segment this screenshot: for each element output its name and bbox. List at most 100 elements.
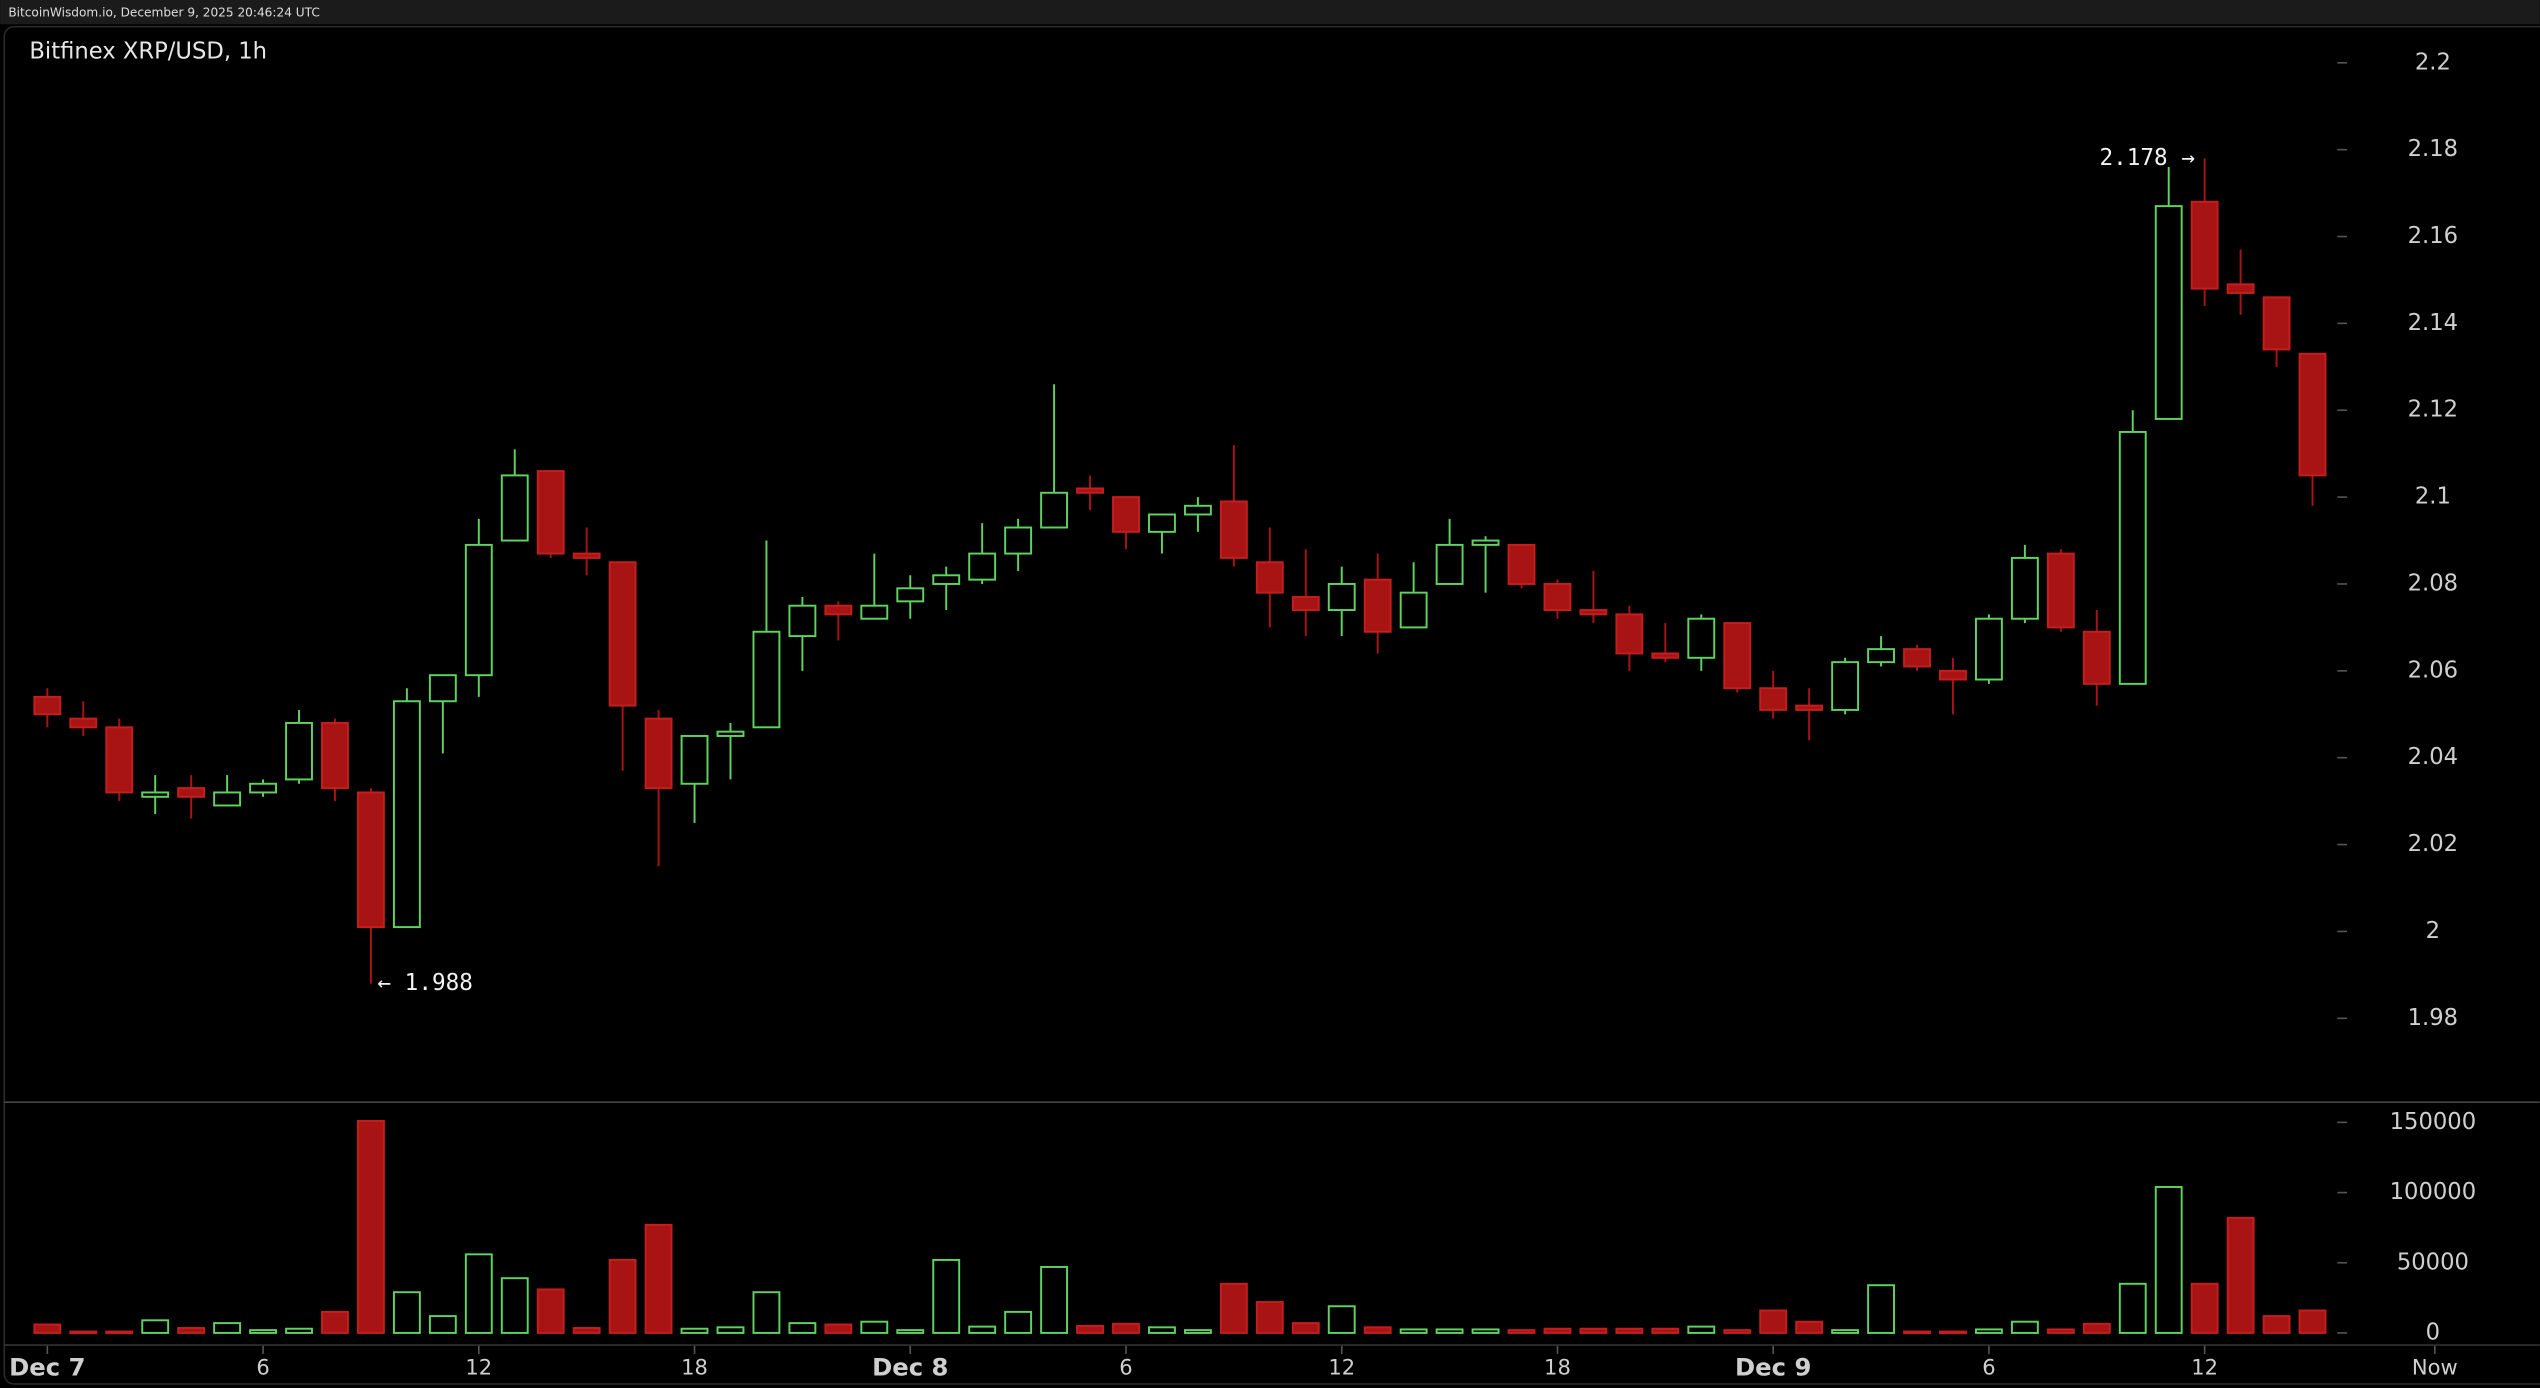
volume-bar xyxy=(2298,1309,2327,1334)
y-tick-label: 2.16 xyxy=(2408,223,2458,249)
volume-bar xyxy=(464,1253,493,1334)
x-tick-label: Dec 7 xyxy=(9,1353,85,1382)
x-tick-label: Dec 9 xyxy=(1735,1353,1811,1382)
candle-body xyxy=(716,730,745,737)
volume-bar xyxy=(1219,1282,1248,1334)
volume-bar xyxy=(1399,1328,1428,1334)
candle-body xyxy=(1112,496,1140,533)
candle-body xyxy=(1076,487,1104,494)
x-tick-label: 12 xyxy=(2191,1355,2218,1380)
volume-bar xyxy=(177,1327,206,1334)
y-tick-label: 2.02 xyxy=(2408,831,2458,857)
volume-bar xyxy=(1939,1330,1967,1335)
candle-body xyxy=(2298,352,2327,477)
volume-bar xyxy=(321,1310,349,1334)
candle-body xyxy=(357,791,385,929)
x-tick-label: 6 xyxy=(256,1355,269,1380)
candle-body xyxy=(213,791,242,807)
candle-body xyxy=(644,717,673,790)
candle-body xyxy=(1939,669,1967,681)
x-tick-label: Now xyxy=(2412,1355,2458,1380)
y-tick-label: 2.2 xyxy=(2415,49,2451,75)
candle-body xyxy=(285,721,313,781)
y-tick-label: 2.06 xyxy=(2408,657,2458,683)
candle-body xyxy=(1831,661,1860,711)
candle-body xyxy=(788,604,817,638)
candle-body xyxy=(2046,552,2075,629)
volume-bar xyxy=(213,1322,242,1334)
volume-bar xyxy=(69,1330,98,1335)
volume-bar xyxy=(1040,1265,1069,1334)
candle-body xyxy=(1148,513,1176,533)
volume-bar xyxy=(1148,1326,1176,1334)
candle-body xyxy=(2118,430,2147,685)
candle-body xyxy=(2154,205,2183,420)
volume-bar xyxy=(1004,1310,1033,1334)
x-tick-label: 18 xyxy=(681,1355,708,1380)
volume-bar xyxy=(1903,1330,1931,1335)
candle-body xyxy=(1975,617,2003,681)
candle-body xyxy=(1579,609,1608,616)
candle-body xyxy=(1687,617,1716,659)
candle-body xyxy=(2262,296,2291,351)
y-tick-label: 2.08 xyxy=(2408,570,2458,596)
volume-bar xyxy=(357,1120,385,1334)
volume-bar xyxy=(860,1320,889,1334)
header: BitcoinWisdom.io, December 9, 2025 20:46… xyxy=(8,5,319,19)
y-tick-label: 2 xyxy=(2426,918,2440,944)
candle-body xyxy=(752,630,781,729)
volume-bar xyxy=(1975,1328,2003,1334)
candle-body xyxy=(428,674,457,703)
candle-body xyxy=(1363,578,1392,633)
volume-bar xyxy=(1327,1305,1356,1334)
candle-body xyxy=(1543,583,1572,612)
candle-body xyxy=(464,543,493,677)
x-tick-label: 12 xyxy=(1328,1355,1355,1380)
volume-bar xyxy=(536,1288,565,1334)
volume-bar xyxy=(680,1327,709,1334)
candle-body xyxy=(1327,583,1356,612)
candle-body xyxy=(860,604,889,620)
volume-bar xyxy=(1723,1329,1752,1334)
candle-body xyxy=(824,604,853,616)
candle-body xyxy=(105,726,134,794)
volume-bar xyxy=(1543,1327,1572,1334)
y-tick-label: 2.18 xyxy=(2408,136,2458,162)
volume-bar xyxy=(2082,1322,2111,1334)
x-tick-label: 6 xyxy=(1119,1355,1132,1380)
volume-bar xyxy=(1651,1327,1680,1334)
volume-bar xyxy=(285,1327,313,1334)
candle-body xyxy=(33,695,62,716)
volume-bar xyxy=(1435,1328,1464,1334)
volume-bar xyxy=(2118,1282,2147,1334)
volume-bar xyxy=(2262,1315,2291,1334)
candle-body xyxy=(1651,652,1680,659)
volume-bar xyxy=(1687,1325,1716,1334)
volume-bar xyxy=(249,1329,277,1334)
volume-bar xyxy=(1867,1284,1895,1334)
volume-bar xyxy=(608,1258,637,1334)
annotation: 2.178 → xyxy=(2099,145,2194,171)
volume-tick-label: 150000 xyxy=(2390,1109,2477,1135)
panel xyxy=(3,25,2540,1385)
candle-body xyxy=(321,721,349,790)
volume-bar xyxy=(1507,1329,1536,1334)
candle-body xyxy=(968,552,997,581)
volume-bar xyxy=(500,1277,529,1334)
y-tick-label: 2.1 xyxy=(2415,484,2451,510)
candle-body xyxy=(2082,630,2111,685)
candle-body xyxy=(1795,704,1824,711)
x-tick-label: 6 xyxy=(1982,1355,1995,1380)
candle-body xyxy=(1291,596,1320,612)
candle-body xyxy=(1615,613,1644,655)
x-tick-label: Dec 8 xyxy=(872,1353,948,1382)
y-tick-label: 2.04 xyxy=(2408,744,2458,770)
volume-bar xyxy=(428,1315,457,1334)
candle-body xyxy=(1255,561,1284,594)
x-tick-label: 18 xyxy=(1544,1355,1571,1380)
volume-bar xyxy=(644,1223,673,1334)
volume-bar xyxy=(2010,1320,2039,1334)
volume-bar xyxy=(1615,1327,1644,1334)
